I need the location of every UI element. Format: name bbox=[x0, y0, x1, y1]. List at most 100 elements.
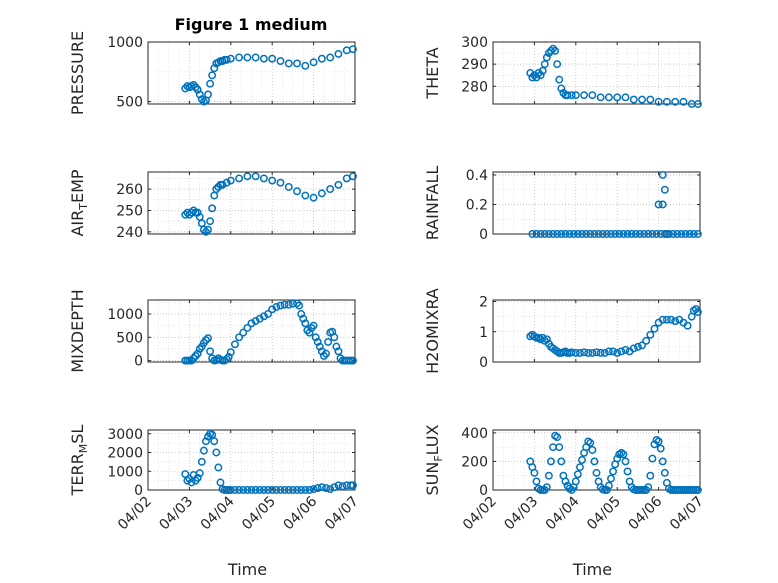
data-point bbox=[202, 336, 210, 345]
data-point bbox=[206, 217, 215, 226]
y-axis-label-text: SUN bbox=[423, 462, 442, 496]
data-point bbox=[613, 454, 622, 463]
data-point bbox=[542, 335, 551, 344]
data-point bbox=[204, 225, 212, 234]
data-point bbox=[259, 312, 268, 321]
data-point bbox=[293, 187, 301, 196]
data-point bbox=[629, 95, 638, 104]
data-point bbox=[553, 230, 562, 238]
data-point bbox=[662, 97, 671, 106]
data-point bbox=[309, 321, 318, 330]
axis-frame bbox=[147, 299, 356, 363]
axis-frame bbox=[492, 171, 701, 235]
figure-title: Figure 1 medium bbox=[175, 15, 328, 34]
data-point bbox=[563, 91, 572, 100]
data-point bbox=[243, 486, 252, 494]
data-point bbox=[224, 352, 233, 361]
data-point bbox=[611, 230, 620, 238]
data-point bbox=[284, 486, 293, 494]
data-point bbox=[662, 315, 671, 324]
data-point bbox=[615, 230, 624, 238]
data-point bbox=[243, 172, 252, 181]
data-point bbox=[602, 486, 611, 494]
data-point bbox=[251, 53, 260, 62]
data-point bbox=[309, 485, 318, 494]
data-point bbox=[197, 457, 206, 466]
data-point bbox=[348, 172, 357, 181]
data-point bbox=[607, 474, 615, 483]
y-tick-label: 250 bbox=[116, 203, 143, 219]
data-point bbox=[299, 314, 308, 323]
axis-frame bbox=[492, 429, 701, 491]
y-tick-label: 1000 bbox=[107, 464, 143, 480]
data-point bbox=[547, 457, 555, 466]
data-point bbox=[542, 483, 551, 492]
data-point bbox=[607, 230, 615, 238]
data-point bbox=[322, 349, 330, 358]
data-point bbox=[689, 230, 698, 238]
y-tick-label: 300 bbox=[461, 35, 488, 51]
x-tick-label: 04/07 bbox=[667, 494, 707, 534]
data-point bbox=[334, 180, 343, 189]
data-point bbox=[199, 446, 208, 455]
data-point bbox=[204, 334, 212, 343]
data-point bbox=[594, 230, 603, 238]
data-point bbox=[617, 347, 626, 356]
data-point bbox=[571, 348, 580, 357]
data-point bbox=[324, 338, 333, 346]
data-point bbox=[580, 348, 589, 357]
data-point bbox=[590, 230, 599, 238]
y-tick-label: 280 bbox=[461, 79, 488, 95]
x-tick-label: 04/03 bbox=[501, 494, 541, 534]
data-point bbox=[235, 53, 244, 62]
data-point bbox=[604, 93, 613, 102]
data-point bbox=[334, 481, 343, 490]
data-point bbox=[317, 54, 326, 63]
data-point bbox=[571, 91, 580, 100]
data-point bbox=[561, 477, 570, 486]
data-point bbox=[293, 486, 301, 494]
data-point bbox=[206, 347, 215, 356]
data-point bbox=[288, 486, 297, 494]
data-point bbox=[604, 347, 613, 356]
data-point bbox=[332, 342, 341, 351]
data-point bbox=[580, 91, 589, 100]
data-point bbox=[540, 230, 549, 238]
axis-frame bbox=[147, 171, 356, 235]
panel-rainfall: 0 0.2 0.4 RAINFALL bbox=[423, 166, 702, 243]
y-tick-label: 1000 bbox=[107, 307, 143, 323]
data-point bbox=[276, 486, 285, 494]
data-point bbox=[259, 486, 268, 494]
data-point bbox=[208, 204, 217, 213]
data-point bbox=[549, 44, 557, 53]
y-axis-label: AIRTEMP bbox=[68, 169, 90, 236]
data-point bbox=[202, 437, 210, 446]
data-point bbox=[293, 59, 301, 68]
data-point bbox=[313, 484, 322, 493]
x-tick-label: 04/03 bbox=[156, 494, 196, 534]
data-point bbox=[276, 301, 285, 310]
y-axis-label-rest: LUX bbox=[423, 424, 442, 455]
data-point bbox=[590, 457, 599, 466]
data-point bbox=[567, 348, 576, 357]
data-point bbox=[553, 60, 562, 69]
data-point bbox=[693, 486, 702, 494]
data-point bbox=[644, 483, 653, 492]
data-point bbox=[212, 448, 221, 457]
data-point bbox=[586, 438, 595, 447]
data-point bbox=[295, 301, 304, 310]
data-point bbox=[652, 230, 661, 238]
axis-frame bbox=[492, 299, 701, 363]
data-point bbox=[592, 348, 601, 357]
data-point bbox=[613, 348, 622, 357]
data-point bbox=[547, 46, 555, 55]
data-point bbox=[193, 473, 202, 482]
data-point bbox=[569, 230, 578, 238]
y-tick-label: 0.4 bbox=[466, 168, 488, 184]
data-point bbox=[195, 469, 204, 478]
y-tick-label: 290 bbox=[461, 57, 488, 73]
data-point bbox=[239, 486, 248, 494]
y-axis-label-text: THETA bbox=[423, 47, 442, 99]
data-point bbox=[667, 315, 675, 324]
